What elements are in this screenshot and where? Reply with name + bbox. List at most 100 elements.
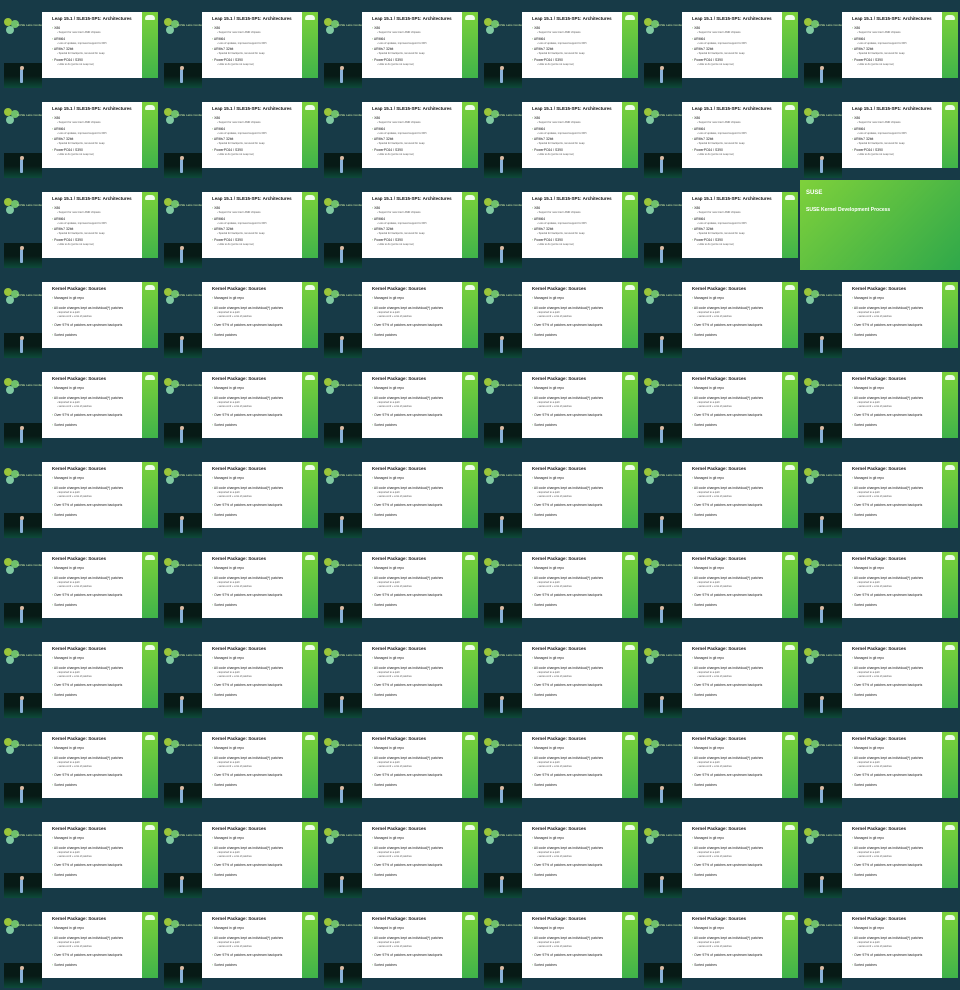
speaker-figure (499, 876, 504, 893)
slide-bullet: All code changes kept as individual(*) p… (212, 936, 283, 940)
speaker-video (804, 423, 842, 448)
slide-bullet: Managed in git repo (532, 836, 564, 840)
video-thumbnail[interactable]: SUSE Labs Conference Kernel Package: Sour… (800, 360, 960, 450)
logo-dot (166, 656, 174, 664)
slide-bullet: Over 97% of patches are upstream backpor… (692, 683, 762, 687)
video-thumbnail[interactable]: SUSE Labs Conference Kernel Package: Sour… (320, 270, 480, 360)
slide-title: Kernel Package: Sources (532, 556, 587, 561)
video-thumbnail[interactable]: SUSE Labs Conference Leap 15.1 / SLE15-SP… (160, 180, 320, 270)
video-thumbnail[interactable]: SUSE Labs Conference Kernel Package: Sour… (480, 360, 640, 450)
video-thumbnail[interactable]: SUSE Labs Conference Kernel Package: Sour… (0, 900, 160, 990)
slide-sub-bullet: series.conf + a lot of patches (217, 405, 252, 408)
video-thumbnail[interactable]: SUSE Labs Conference Kernel Package: Sour… (800, 630, 960, 720)
video-thumbnail[interactable]: SUSE Labs Conference Kernel Package: Sour… (320, 900, 480, 990)
slide-sub-bullet: Exported to a quilt (857, 761, 880, 764)
slide-bullet: Over 97% of patches are upstream backpor… (212, 863, 282, 867)
video-thumbnail[interactable]: SUSE Labs Conference Kernel Package: Sour… (160, 810, 320, 900)
video-thumbnail[interactable]: SUSE Labs Conference Kernel Package: Sour… (480, 810, 640, 900)
video-thumbnail[interactable]: SUSE Labs Conference Leap 15.1 / SLE15-SP… (800, 0, 960, 90)
video-thumbnail[interactable]: SUSE Labs Conference Leap 15.1 / SLE15-SP… (800, 90, 960, 180)
video-thumbnail[interactable]: SUSE Labs Conference Kernel Package: Sour… (160, 720, 320, 810)
video-thumbnail[interactable]: SUSE Labs Conference Kernel Package: Sour… (480, 900, 640, 990)
video-thumbnail[interactable]: SUSE Labs Conference Leap 15.1 / SLE15-SP… (640, 0, 800, 90)
video-thumbnail[interactable]: SUSE Labs Conference Kernel Package: Sour… (160, 360, 320, 450)
video-thumbnail[interactable]: SUSE Labs Conference Kernel Package: Sour… (0, 360, 160, 450)
video-thumbnail[interactable]: SUSE Labs Conference Leap 15.1 / SLE15-SP… (640, 180, 800, 270)
stage-glow (484, 616, 522, 628)
video-thumbnail[interactable]: SUSE Labs Conference Kernel Package: Sour… (800, 900, 960, 990)
video-thumbnail[interactable]: SUSE Labs Conference Leap 15.1 / SLE15-SP… (480, 180, 640, 270)
video-thumbnail[interactable]: SUSE Labs Conference Leap 15.1 / SLE15-SP… (480, 90, 640, 180)
video-thumbnail[interactable]: SUSE Labs Conference Kernel Package: Sour… (800, 270, 960, 360)
video-thumbnail[interactable]: SUSE Labs Conference Kernel Package: Sour… (160, 630, 320, 720)
conference-logo-icon: SUSE Labs Conference (164, 198, 209, 218)
slide-bullet: Over 97% of patches are upstream backpor… (532, 953, 602, 957)
video-thumbnail[interactable]: SUSE Labs Conference Kernel Package: Sour… (320, 540, 480, 630)
video-thumbnail[interactable]: SUSE Labs Conference Kernel Package: Sour… (800, 810, 960, 900)
video-thumbnail[interactable]: SUSE Labs Conference Kernel Package: Sour… (160, 900, 320, 990)
video-thumbnail[interactable]: SUSE Labs Conference Kernel Package: Sour… (800, 540, 960, 630)
speaker-video (804, 783, 842, 808)
logo-dot (484, 378, 492, 386)
video-thumbnail[interactable]: SUSE Labs Conference Kernel Package: Sour… (480, 270, 640, 360)
video-thumbnail[interactable]: SUSE Labs Conference Leap 15.1 / SLE15-SP… (160, 0, 320, 90)
video-thumbnail[interactable]: SUSE SUSE Kernel Development Process (800, 180, 960, 270)
logo-dot (6, 116, 14, 124)
logo-dot (326, 476, 334, 484)
video-thumbnail[interactable]: SUSE Labs Conference Kernel Package: Sour… (480, 450, 640, 540)
video-thumbnail[interactable]: SUSE Labs Conference Leap 15.1 / SLE15-SP… (640, 90, 800, 180)
slide-panel: Kernel Package: Sources Managed in git re… (202, 372, 318, 438)
video-thumbnail[interactable]: SUSE Labs Conference Kernel Package: Sour… (640, 720, 800, 810)
slide-title: Kernel Package: Sources (52, 556, 107, 561)
conference-logo-icon: SUSE Labs Conference (164, 918, 209, 938)
video-thumbnail[interactable]: SUSE Labs Conference Kernel Package: Sour… (320, 810, 480, 900)
slide-sub-bullet: Special for backports, removed for Leap (217, 142, 265, 145)
video-thumbnail[interactable]: SUSE Labs Conference Kernel Package: Sour… (0, 270, 160, 360)
video-thumbnail[interactable]: SUSE Labs Conference Leap 15.1 / SLE15-SP… (480, 0, 640, 90)
video-thumbnail[interactable]: SUSE Labs Conference Kernel Package: Sour… (0, 810, 160, 900)
slide-bullet: Sorted patches (52, 693, 77, 697)
slide-sub-bullet: Support for new Intel / AMD chipsets (857, 31, 901, 34)
video-thumbnail[interactable]: SUSE Labs Conference Kernel Package: Sour… (0, 630, 160, 720)
video-thumbnail[interactable]: SUSE Labs Conference Leap 15.1 / SLE15-SP… (320, 180, 480, 270)
slide-bullet: ARM64 (692, 37, 705, 41)
video-thumbnail[interactable]: SUSE Labs Conference Leap 15.1 / SLE15-SP… (320, 90, 480, 180)
slide-sub-bullet: Special for backports, removed for Leap (57, 232, 105, 235)
video-thumbnail[interactable]: SUSE Labs Conference Kernel Package: Sour… (640, 450, 800, 540)
chameleon-icon (465, 465, 475, 470)
video-thumbnail[interactable]: SUSE Labs Conference Leap 15.1 / SLE15-SP… (0, 180, 160, 270)
video-thumbnail[interactable]: SUSE Labs Conference Kernel Package: Sour… (640, 630, 800, 720)
video-thumbnail[interactable]: SUSE Labs Conference Kernel Package: Sour… (640, 270, 800, 360)
video-thumbnail[interactable]: SUSE Labs Conference Kernel Package: Sour… (320, 720, 480, 810)
video-thumbnail[interactable]: SUSE Labs Conference Kernel Package: Sour… (320, 450, 480, 540)
speaker-video (484, 423, 522, 448)
video-thumbnail[interactable]: SUSE Labs Conference Kernel Package: Sour… (640, 540, 800, 630)
video-thumbnail[interactable]: SUSE Labs Conference Kernel Package: Sour… (160, 450, 320, 540)
slide-sub-bullet: series.conf + a lot of patches (857, 855, 892, 858)
video-thumbnail[interactable]: SUSE Labs Conference Kernel Package: Sour… (480, 720, 640, 810)
slide-bullet: Sorted patches (372, 423, 397, 427)
video-thumbnail[interactable]: SUSE Labs Conference Kernel Package: Sour… (160, 540, 320, 630)
video-thumbnail[interactable]: SUSE Labs Conference Leap 15.1 / SLE15-SP… (320, 0, 480, 90)
video-thumbnail[interactable]: SUSE Labs Conference Leap 15.1 / SLE15-SP… (0, 0, 160, 90)
slide-sub-bullet: Exported to a quilt (377, 311, 400, 314)
video-thumbnail[interactable]: SUSE Labs Conference Kernel Package: Sour… (800, 720, 960, 810)
logo-dot (4, 18, 12, 26)
video-thumbnail[interactable]: SUSE Labs Conference Kernel Package: Sour… (0, 450, 160, 540)
video-thumbnail[interactable]: SUSE Labs Conference Kernel Package: Sour… (800, 450, 960, 540)
video-thumbnail[interactable]: SUSE Labs Conference Kernel Package: Sour… (0, 540, 160, 630)
video-thumbnail[interactable]: SUSE Labs Conference Kernel Package: Sour… (640, 900, 800, 990)
video-thumbnail[interactable]: SUSE Labs Conference Kernel Package: Sour… (640, 360, 800, 450)
logo-dot (171, 740, 179, 748)
video-thumbnail[interactable]: SUSE Labs Conference Kernel Package: Sour… (320, 630, 480, 720)
video-thumbnail[interactable]: SUSE Labs Conference Kernel Package: Sour… (640, 810, 800, 900)
video-thumbnail[interactable]: SUSE Labs Conference Kernel Package: Sour… (0, 720, 160, 810)
video-thumbnail[interactable]: SUSE Labs Conference Kernel Package: Sour… (160, 270, 320, 360)
video-thumbnail[interactable]: SUSE Labs Conference Kernel Package: Sour… (480, 630, 640, 720)
video-thumbnail[interactable]: SUSE Labs Conference Kernel Package: Sour… (480, 540, 640, 630)
logo-dot (171, 650, 179, 658)
video-thumbnail[interactable]: SUSE Labs Conference Kernel Package: Sour… (320, 360, 480, 450)
video-thumbnail[interactable]: SUSE Labs Conference Leap 15.1 / SLE15-SP… (160, 90, 320, 180)
green-strip (462, 912, 478, 978)
video-thumbnail[interactable]: SUSE Labs Conference Leap 15.1 / SLE15-SP… (0, 90, 160, 180)
